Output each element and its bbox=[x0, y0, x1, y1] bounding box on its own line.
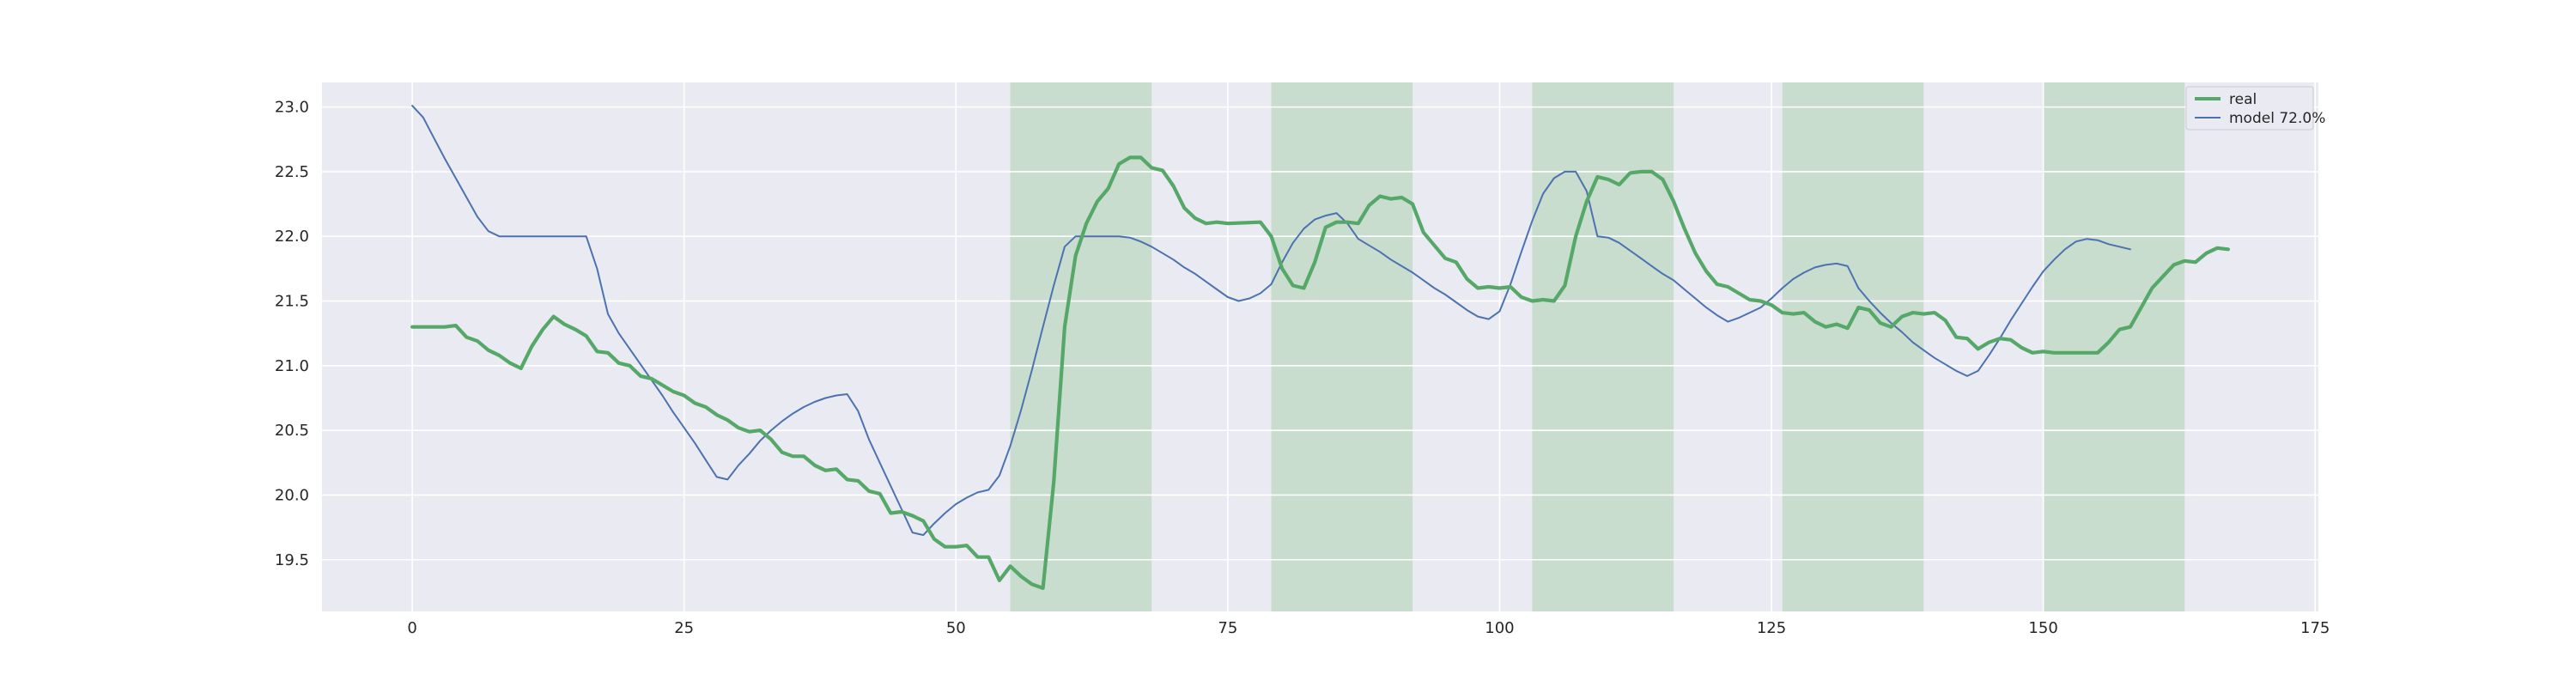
y-tick-label: 20.5 bbox=[275, 422, 309, 440]
x-tick-label: 150 bbox=[2028, 619, 2057, 637]
x-tick-label: 175 bbox=[2300, 619, 2330, 637]
shaded-region-1 bbox=[1271, 82, 1413, 611]
gridlines bbox=[322, 82, 2318, 611]
shaded-region-2 bbox=[1532, 82, 1674, 611]
x-tick-label: 75 bbox=[1218, 619, 1237, 637]
legend-label-model: model 72.0% bbox=[2229, 110, 2325, 127]
y-tick-label: 23.0 bbox=[275, 99, 309, 117]
y-tick-label: 22.0 bbox=[275, 228, 309, 246]
y-tick-label: 21.5 bbox=[275, 293, 309, 311]
series-lines bbox=[410, 105, 2230, 590]
x-tick-label: 100 bbox=[1485, 619, 1514, 637]
shaded-region-4 bbox=[2043, 82, 2185, 611]
x-tick-label: 0 bbox=[407, 619, 416, 637]
y-tick-label: 22.5 bbox=[275, 163, 309, 181]
shaded-region-0 bbox=[1010, 82, 1152, 611]
legend: real model 72.0% bbox=[2185, 86, 2325, 131]
y-tick-label: 20.0 bbox=[275, 486, 309, 504]
series-line-model bbox=[411, 105, 2131, 537]
legend-label-real: real bbox=[2229, 91, 2257, 108]
x-tick-label: 125 bbox=[1757, 619, 1786, 637]
y-tick-label: 19.5 bbox=[275, 551, 309, 569]
y-tick-label: 21.0 bbox=[275, 357, 309, 375]
y-axis-tick-labels: 19.5 20.0 20.5 21.0 21.5 22.0 22.5 23.0 bbox=[275, 99, 309, 569]
series-line-real bbox=[410, 155, 2230, 590]
x-tick-label: 25 bbox=[674, 619, 694, 637]
x-axis-tick-labels: 0 25 50 75 100 125 150 175 bbox=[407, 619, 2330, 637]
shaded-region-3 bbox=[1782, 82, 1924, 611]
x-tick-label: 50 bbox=[946, 619, 966, 637]
